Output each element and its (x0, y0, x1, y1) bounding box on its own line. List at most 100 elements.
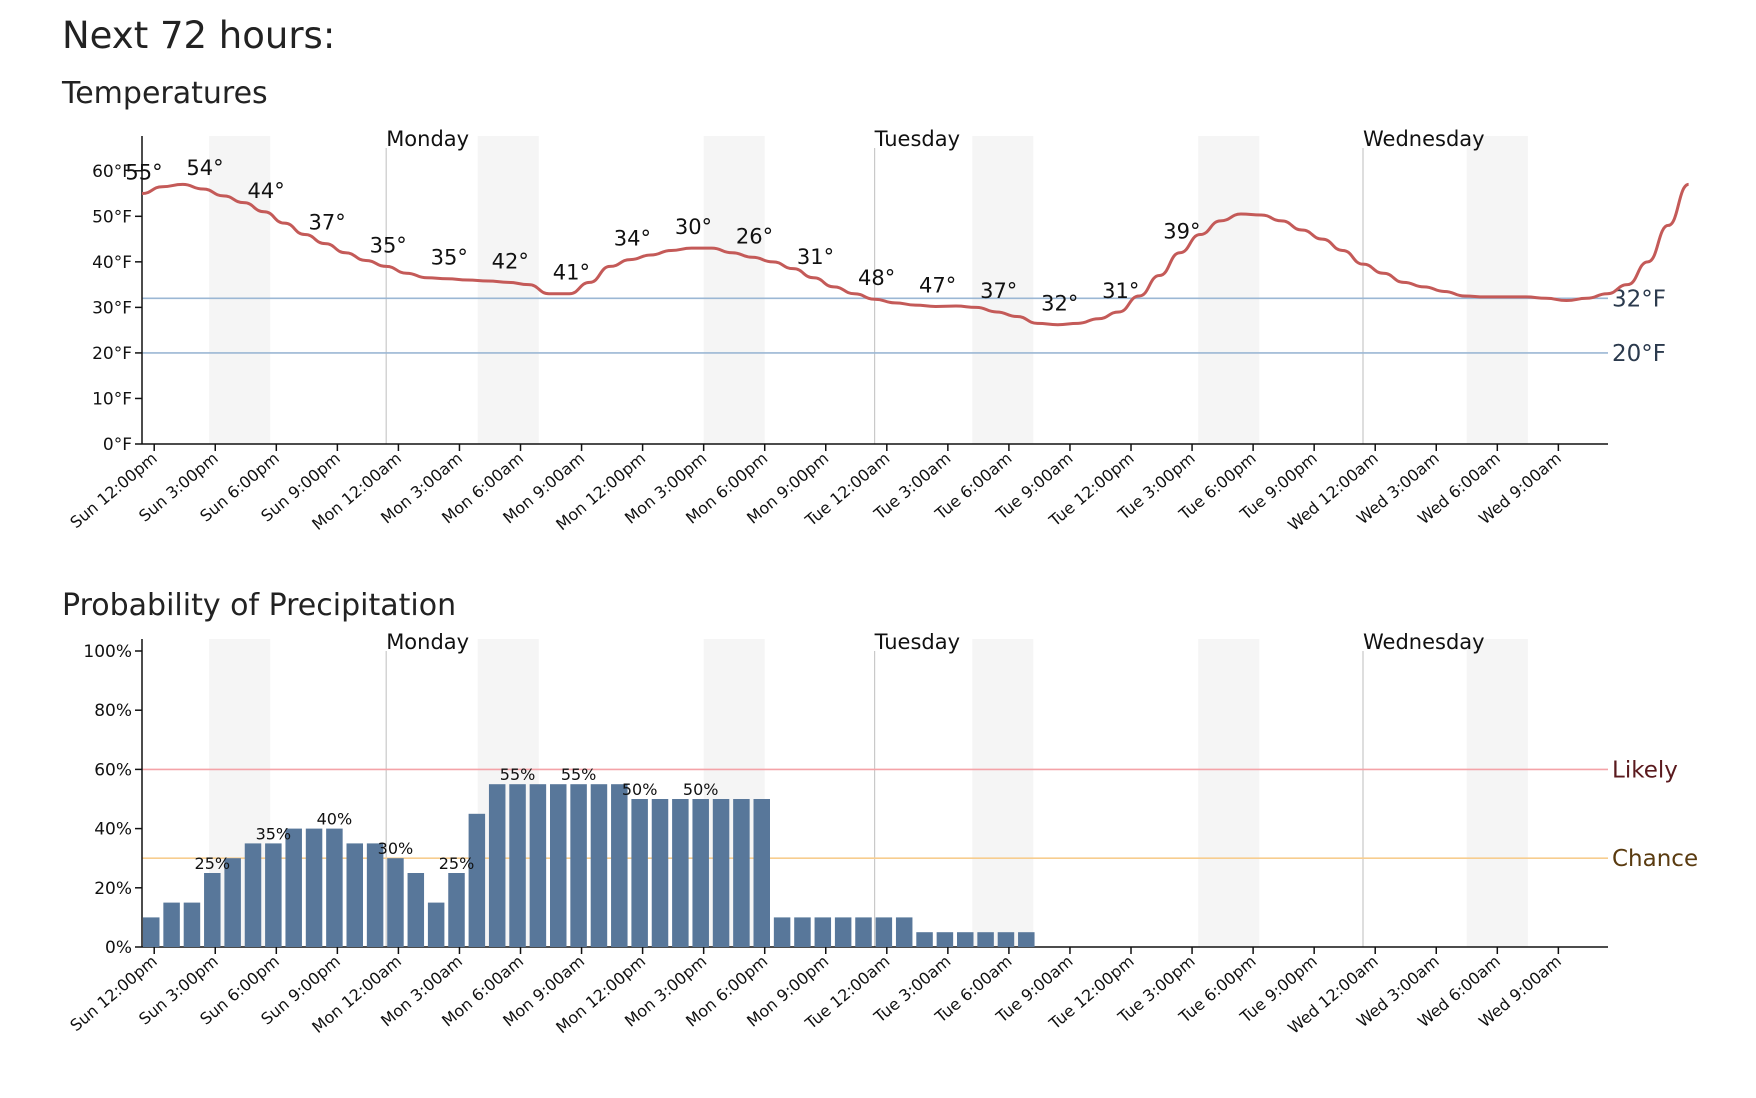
y-tick-label: 10°F (92, 389, 132, 409)
precipitation-bar (529, 784, 547, 947)
day-label: Tuesday (874, 633, 960, 654)
temperature-chart-title: Temperatures (62, 76, 268, 111)
y-tick-label: 20°F (92, 344, 132, 364)
bar-value-label: 30% (378, 839, 414, 858)
night-band (1198, 136, 1260, 444)
precipitation-bar (550, 784, 567, 947)
night-band (1466, 639, 1528, 947)
y-tick-label: 20% (94, 879, 132, 899)
y-tick-label: 30°F (92, 298, 132, 318)
bar-value-label: 55% (561, 765, 597, 784)
precipitation-bar (875, 917, 893, 947)
reference-line-label: 32°F (1612, 286, 1666, 312)
bar-value-label: 25% (439, 854, 475, 873)
temperature-point-label: 37° (309, 211, 346, 235)
temperature-point-label: 48° (858, 266, 895, 290)
temperature-point-label: 35° (370, 233, 407, 257)
y-tick-label: 80% (94, 701, 132, 721)
day-label: Monday (386, 633, 469, 654)
bar-value-label: 35% (256, 824, 292, 843)
temperature-point-label: 44° (247, 179, 284, 203)
precipitation-bar (183, 902, 201, 947)
bar-value-label: 40% (317, 810, 353, 829)
precipitation-chart-title: Probability of Precipitation (62, 588, 457, 623)
y-tick-label: 0% (105, 938, 132, 958)
precipitation-bar (570, 784, 587, 947)
precipitation-bar (143, 917, 160, 947)
precipitation-bar (834, 917, 852, 947)
precipitation-bar (916, 932, 933, 947)
temperature-point-label: 47° (919, 273, 956, 297)
temperature-point-label: 35° (431, 246, 468, 270)
temperature-point-label: 39° (1163, 220, 1200, 244)
temperature-point-label: 26° (736, 224, 773, 248)
temperature-point-label: 55° (125, 161, 162, 185)
reference-line-label: Chance (1612, 846, 1698, 872)
night-band (477, 136, 539, 444)
temperature-chart: Monday Tuesday Wednesday 32°F 20°F 0°F 10°F 20°… (66, 127, 1690, 535)
day-label: Wednesday (1363, 127, 1485, 151)
precipitation-bar (855, 917, 872, 947)
temperature-point-label: 31° (797, 245, 834, 269)
temperature-point-label: 34° (614, 227, 651, 251)
bar-value-label: 50% (622, 780, 658, 799)
precipitation-bar (957, 932, 974, 947)
y-tick-label: 100% (83, 642, 132, 662)
precipitation-bar (427, 902, 445, 947)
night-band (972, 136, 1034, 444)
precipitation-bar (651, 799, 669, 947)
day-label: Wednesday (1363, 633, 1485, 654)
bar-value-label: 55% (500, 765, 536, 784)
precipitation-bar (895, 917, 913, 947)
night-band (209, 136, 271, 444)
y-tick-label: 60% (94, 760, 132, 780)
temperature-point-label: 54° (186, 156, 223, 180)
precipitation-bar (936, 932, 954, 947)
precipitation-bar (285, 828, 302, 947)
y-tick-label: 40°F (92, 253, 132, 273)
precipitation-bar (468, 813, 486, 947)
night-band (1466, 136, 1528, 444)
precipitation-bar (692, 799, 709, 947)
temperature-point-label: 37° (980, 279, 1017, 303)
precipitation-bar (346, 843, 363, 947)
precipitation-bar (590, 784, 608, 947)
precipitation-bar (509, 784, 526, 947)
day-label: Monday (386, 127, 469, 151)
precipitation-bar (672, 799, 689, 947)
precipitation-bar (488, 784, 506, 947)
precipitation-bar (733, 799, 750, 947)
reference-line-label: 20°F (1612, 341, 1666, 367)
precipitation-bar (631, 799, 648, 947)
precipitation-bar (753, 799, 770, 947)
temperature-line (141, 182, 1690, 327)
night-band (1198, 639, 1260, 947)
precipitation-bar (773, 917, 791, 947)
precipitation-bar (977, 932, 994, 947)
bar-value-label: 50% (683, 780, 719, 799)
bar-value-label: 25% (195, 854, 231, 873)
y-tick-label: 60°F (92, 162, 132, 182)
precipitation-bar (407, 873, 425, 947)
precipitation-bar (997, 932, 1015, 947)
precipitation-chart: Monday Tuesday Wednesday Likely Chance 0% 20% 4… (66, 633, 1698, 1038)
day-label: Tuesday (874, 127, 960, 151)
y-tick-label: 50°F (92, 207, 132, 227)
precipitation-bar (814, 917, 832, 947)
precipitation-bar (244, 843, 262, 947)
y-tick-label: 0°F (103, 435, 132, 455)
temperature-point-label: 32° (1041, 292, 1078, 316)
page-title: Next 72 hours: (62, 14, 336, 57)
temperature-point-label: 30° (675, 215, 712, 239)
precipitation-bar (326, 828, 343, 947)
precipitation-bar (1018, 932, 1035, 947)
temperature-point-label: 42° (492, 249, 529, 273)
precipitation-bar (163, 902, 180, 947)
precipitation-bar (366, 843, 384, 947)
precipitation-bar (794, 917, 811, 947)
temperature-point-label: 41° (553, 261, 590, 285)
night-band (703, 136, 765, 444)
precipitation-bar (305, 828, 323, 947)
precipitation-bar (265, 843, 282, 947)
reference-line-label: Likely (1612, 757, 1678, 783)
